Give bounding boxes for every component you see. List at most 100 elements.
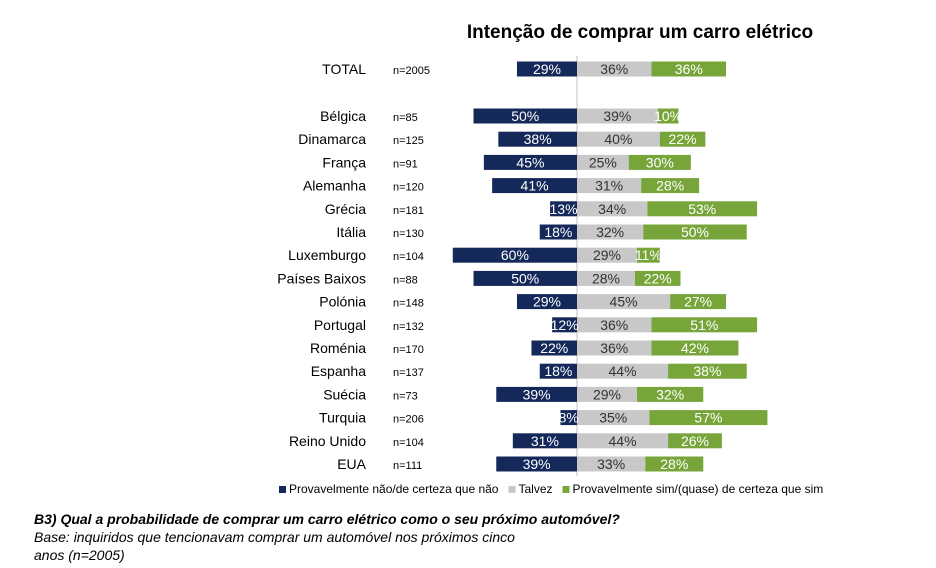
- data-label-neutral: 45%: [610, 294, 638, 310]
- sample-size-label: n=91: [393, 158, 418, 170]
- sample-size-label: n=132: [393, 321, 424, 333]
- category-label: Espanha: [311, 363, 366, 379]
- data-label-negative: 60%: [501, 247, 529, 263]
- bar-negative: [539, 224, 577, 240]
- bar-neutral: [577, 317, 652, 333]
- legend-entry: Provavelmente sim/(quase) de certeza que…: [573, 482, 824, 496]
- bar-neutral: [577, 201, 648, 217]
- category-label: Polónia: [319, 294, 366, 310]
- data-label-positive: 38%: [693, 363, 721, 379]
- data-label-neutral: 36%: [600, 61, 628, 77]
- bar-negative: [539, 363, 577, 379]
- bar-positive: [659, 131, 706, 147]
- data-label-positive: 11%: [635, 247, 662, 263]
- data-label-positive: 22%: [669, 131, 697, 147]
- data-label-positive: 28%: [656, 178, 684, 194]
- data-label-positive: 51%: [690, 317, 718, 333]
- data-label-positive: 26%: [681, 433, 709, 449]
- category-label: TOTAL: [322, 61, 366, 77]
- data-label-neutral: 32%: [596, 224, 624, 240]
- bar-neutral: [577, 340, 652, 356]
- data-label-neutral: 44%: [609, 363, 637, 379]
- bar-neutral: [577, 61, 652, 77]
- bar-neutral: [577, 178, 642, 194]
- bar-negative: [492, 178, 577, 194]
- bar-neutral: [577, 247, 638, 263]
- data-label-negative: 45%: [516, 154, 544, 170]
- data-label-neutral: 33%: [597, 456, 625, 472]
- bar-negative: [552, 317, 577, 333]
- data-label-neutral: 36%: [600, 317, 628, 333]
- bar-neutral: [577, 386, 638, 402]
- legend: Provavelmente não/de certeza que não Talv…: [279, 482, 823, 496]
- data-label-neutral: 29%: [593, 247, 621, 263]
- sample-size-label: n=137: [393, 367, 424, 379]
- base-text-line-2: anos (n=2005): [34, 547, 125, 563]
- bar-negative: [496, 456, 577, 472]
- legend-swatch: [508, 486, 516, 493]
- bar-positive: [637, 247, 660, 263]
- bar-neutral: [577, 294, 671, 310]
- bars-group: TOTAL n=2005 29% 36% 36% Bélgica n=85 50% 39% 10%…: [277, 61, 768, 472]
- legend-swatch: [562, 486, 570, 493]
- category-label: Portugal: [314, 317, 366, 333]
- bar-negative: [452, 247, 577, 263]
- data-label-positive: 30%: [646, 154, 674, 170]
- sample-size-label: n=104: [393, 251, 424, 263]
- sample-size-label: n=170: [393, 344, 424, 356]
- category-label: Roménia: [310, 340, 366, 356]
- data-label-neutral: 34%: [598, 201, 626, 217]
- bar-neutral: [577, 224, 644, 240]
- bar-negative: [550, 201, 577, 217]
- data-label-neutral: 40%: [604, 131, 632, 147]
- chart-footer: B3) Qual a probabilidade de comprar um c…: [34, 510, 734, 564]
- data-label-negative: 41%: [521, 178, 549, 194]
- data-label-neutral: 36%: [600, 340, 628, 356]
- data-label-negative: 18%: [544, 224, 572, 240]
- bar-negative: [473, 270, 577, 286]
- bar-negative: [473, 108, 577, 124]
- bar-negative: [531, 340, 577, 356]
- bar-positive: [670, 294, 727, 310]
- bar-negative: [512, 433, 577, 449]
- bar-negative: [483, 154, 577, 170]
- sample-size-label: n=120: [393, 182, 424, 194]
- sample-size-label: n=148: [393, 298, 424, 310]
- bar-positive: [657, 108, 679, 124]
- question-text: B3) Qual a probabilidade de comprar um c…: [34, 511, 620, 527]
- category-label: Suécia: [323, 386, 366, 402]
- category-label: Reino Unido: [289, 433, 366, 449]
- data-label-negative: 50%: [511, 270, 539, 286]
- bar-positive: [651, 340, 739, 356]
- data-label-neutral: 25%: [589, 154, 617, 170]
- legend-entry: Talvez: [518, 482, 552, 496]
- data-label-positive: 42%: [681, 340, 709, 356]
- base-text-line-1: Base: inquiridos que tencionavam comprar…: [34, 529, 515, 545]
- sample-size-label: n=73: [393, 390, 418, 402]
- data-label-negative: 50%: [511, 108, 539, 124]
- data-label-positive: 27%: [684, 294, 712, 310]
- sample-size-label: n=130: [393, 228, 424, 240]
- bar-neutral: [577, 456, 646, 472]
- data-label-positive: 36%: [675, 61, 703, 77]
- legend-swatch: [279, 486, 286, 493]
- bar-positive: [634, 270, 681, 286]
- data-label-positive: 50%: [681, 224, 709, 240]
- bar-neutral: [577, 363, 669, 379]
- bar-positive: [651, 317, 758, 333]
- legend-entry: Provavelmente não/de certeza que não: [289, 482, 499, 496]
- data-label-negative: 12%: [551, 317, 579, 333]
- category-label: Países Baixos: [277, 270, 366, 286]
- data-label-positive: 53%: [688, 201, 716, 217]
- data-label-positive: 10%: [654, 108, 682, 124]
- bar-positive: [637, 386, 704, 402]
- sample-size-label: n=125: [393, 135, 424, 147]
- bar-positive: [651, 61, 727, 77]
- category-label: Dinamarca: [298, 131, 366, 147]
- category-label: Bélgica: [320, 108, 366, 124]
- bar-neutral: [577, 108, 658, 124]
- bar-negative: [498, 131, 577, 147]
- data-label-neutral: 44%: [609, 433, 637, 449]
- bar-neutral: [577, 433, 669, 449]
- data-label-negative: 39%: [523, 386, 551, 402]
